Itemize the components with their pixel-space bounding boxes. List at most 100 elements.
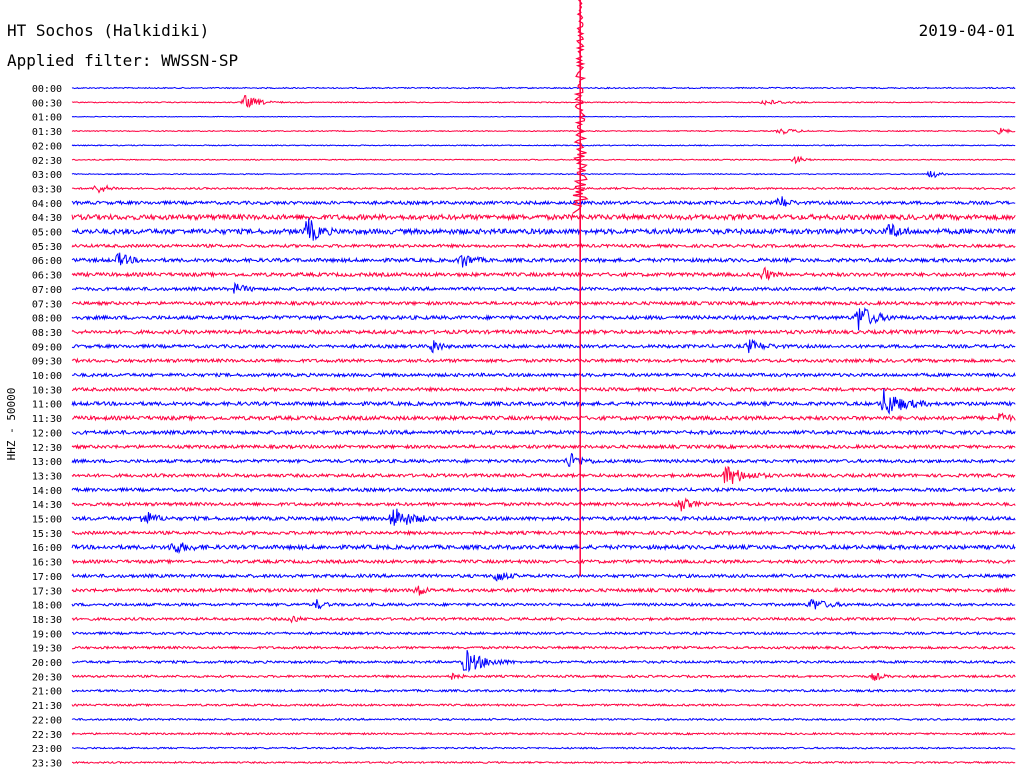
trace-01:00 (71, 115, 1016, 118)
trace-13:00 (71, 452, 1016, 467)
trace-20:30 (71, 672, 1016, 681)
trace-01:30 (71, 127, 1016, 136)
trace-06:00 (71, 252, 1016, 268)
trace-15:00 (71, 508, 1016, 526)
row-labels: 00:00 00:30 01:00 01:30 02:00 02:30 03:00 03:30… (32, 84, 62, 769)
row-label: 01:30 (32, 127, 62, 138)
row-label: 21:30 (32, 701, 62, 712)
row-label: 21:00 (32, 687, 62, 698)
trace-02:30 (71, 155, 1016, 165)
row-label: 11:30 (32, 414, 62, 425)
trace-18:30 (71, 615, 1016, 624)
trace-12:30 (71, 443, 1016, 450)
trace-02:00 (71, 144, 1016, 147)
trace-18:00 (71, 598, 1016, 610)
trace-23:30 (71, 760, 1016, 765)
row-label: 19:00 (32, 629, 62, 640)
row-label: 04:00 (32, 199, 62, 210)
row-label: 01:00 (32, 113, 62, 124)
row-label: 00:30 (32, 98, 62, 109)
trace-17:00 (71, 571, 1016, 582)
station-title: HT Sochos (Halkidiki) (7, 21, 209, 40)
row-label: 15:00 (32, 515, 62, 526)
row-label: 12:00 (32, 428, 62, 439)
row-label: 03:30 (32, 184, 62, 195)
trace-08:30 (71, 328, 1016, 336)
trace-15:30 (71, 529, 1016, 537)
row-label: 22:30 (32, 730, 62, 741)
trace-04:00 (71, 196, 1016, 207)
row-label: 16:00 (32, 543, 62, 554)
trace-00:30 (71, 95, 1016, 109)
trace-07:30 (71, 300, 1016, 307)
trace-22:30 (71, 731, 1016, 736)
row-label: 09:00 (32, 342, 62, 353)
row-label: 00:00 (32, 84, 62, 95)
trace-22:00 (71, 717, 1016, 722)
row-label: 06:00 (32, 256, 62, 267)
row-label: 10:30 (32, 385, 62, 396)
row-label: 10:00 (32, 371, 62, 382)
row-label: 13:00 (32, 457, 62, 468)
row-label: 13:30 (32, 471, 62, 482)
row-label: 16:30 (32, 558, 62, 569)
trace-20:00 (71, 649, 1016, 673)
trace-13:30 (71, 465, 1016, 485)
trace-17:30 (71, 585, 1016, 596)
trace-08:00 (71, 306, 1016, 331)
row-label: 20:00 (32, 658, 62, 669)
row-label: 07:00 (32, 285, 62, 296)
row-label: 02:00 (32, 141, 62, 152)
date-label: 2019-04-01 (919, 21, 1015, 40)
row-label: 17:30 (32, 586, 62, 597)
trace-16:00 (71, 542, 1016, 555)
row-label: 19:30 (32, 644, 62, 655)
row-label: 05:00 (32, 228, 62, 239)
main-event-upper (572, 0, 589, 214)
row-label: 14:30 (32, 500, 62, 511)
trace-03:00 (71, 170, 1016, 179)
row-label: 05:30 (32, 242, 62, 253)
row-label: 11:00 (32, 400, 62, 411)
trace-21:00 (71, 688, 1016, 694)
row-label: 14:00 (32, 486, 62, 497)
trace-16:30 (72, 558, 1016, 565)
row-label: 22:00 (32, 715, 62, 726)
row-label: 08:30 (32, 328, 62, 339)
trace-07:00 (71, 281, 1016, 294)
trace-03:30 (71, 184, 1016, 194)
trace-12:00 (71, 429, 1016, 436)
trace-14:30 (71, 497, 1016, 512)
y-axis-label: HHZ - 50000 (5, 388, 18, 461)
trace-11:30 (72, 412, 1016, 423)
filter-subtitle: Applied filter: WWSSN-SP (7, 51, 238, 70)
row-label: 12:30 (32, 443, 62, 454)
row-label: 18:00 (32, 601, 62, 612)
row-label: 09:30 (32, 357, 62, 368)
row-label: 17:00 (32, 572, 62, 583)
trace-14:00 (71, 486, 1016, 493)
trace-00:00 (71, 86, 1016, 90)
trace-11:00 (71, 388, 1016, 415)
trace-06:30 (71, 266, 1016, 282)
row-label: 15:30 (32, 529, 62, 540)
row-label: 04:30 (32, 213, 62, 224)
row-label: 23:00 (32, 744, 62, 755)
row-label: 07:30 (32, 299, 62, 310)
trace-09:30 (71, 357, 1016, 364)
row-label: 18:30 (32, 615, 62, 626)
trace-10:30 (71, 386, 1016, 393)
trace-05:00 (71, 218, 1016, 241)
trace-05:30 (71, 242, 1016, 249)
row-label: 08:00 (32, 314, 62, 325)
row-label: 20:30 (32, 672, 62, 683)
row-label: 03:00 (32, 170, 62, 181)
row-label: 06:30 (32, 271, 62, 282)
row-label: 23:30 (32, 758, 62, 769)
traces (71, 0, 1016, 765)
row-label: 02:30 (32, 156, 62, 167)
trace-10:00 (71, 371, 1016, 379)
trace-21:30 (71, 703, 1016, 708)
trace-19:30 (71, 645, 1016, 651)
